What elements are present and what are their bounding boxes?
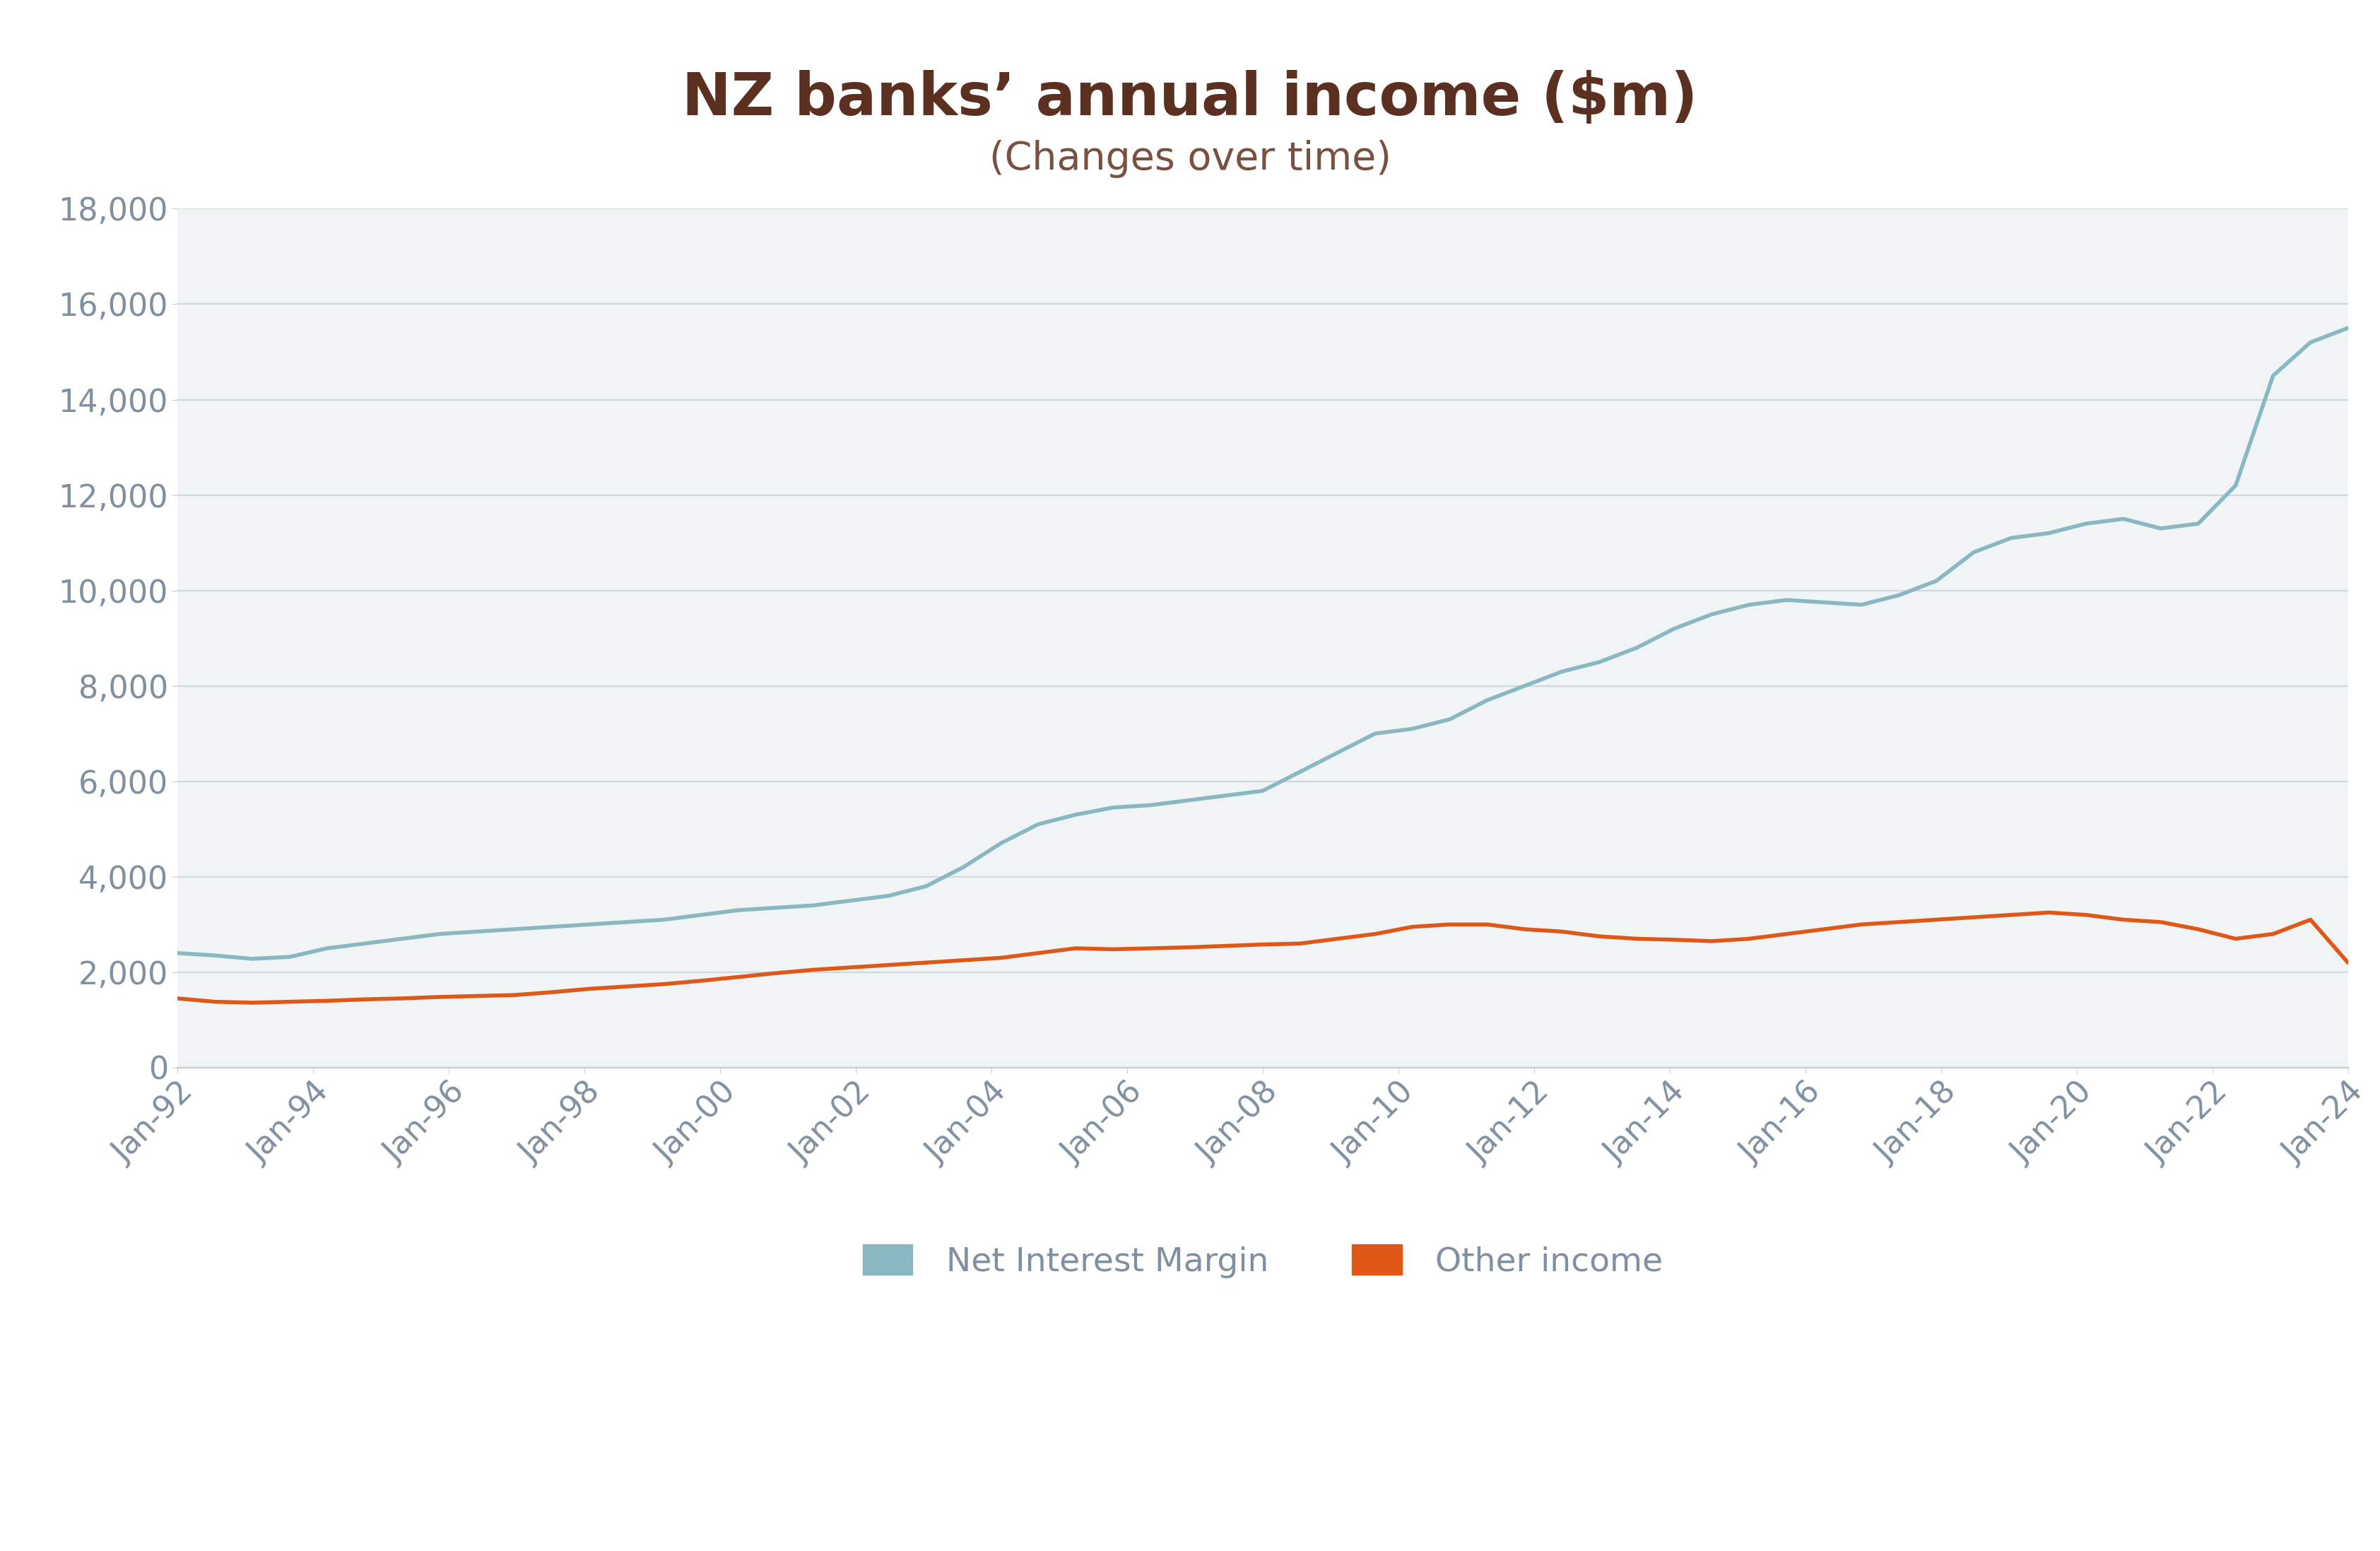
Net Interest Margin: [1773, 591, 1802, 610]
Other income: [538, 983, 566, 1002]
Other income: [164, 990, 193, 1008]
Net Interest Margin: [762, 898, 790, 917]
Net Interest Margin: [2335, 318, 2363, 337]
Other income: [238, 993, 267, 1011]
Other income: [1773, 924, 1802, 943]
Net Interest Margin: [238, 949, 267, 968]
Other income: [276, 993, 305, 1011]
Legend: Net Interest Margin, Other income: Net Interest Margin, Other income: [850, 1231, 1676, 1292]
Net Interest Margin: [538, 918, 566, 937]
Other income: [1323, 929, 1352, 948]
Other income: [2335, 954, 2363, 972]
Other income: [762, 963, 790, 982]
Other income: [2035, 903, 2063, 921]
Text: (Changes over time): (Changes over time): [990, 140, 1390, 178]
Text: NZ banks’ annual income ($m): NZ banks’ annual income ($m): [683, 70, 1697, 127]
Line: Net Interest Margin: Net Interest Margin: [178, 327, 2349, 959]
Net Interest Margin: [426, 924, 455, 943]
Other income: [426, 988, 455, 1007]
Net Interest Margin: [164, 943, 193, 962]
Line: Other income: Other income: [178, 912, 2349, 1002]
Net Interest Margin: [1323, 743, 1352, 762]
Net Interest Margin: [276, 948, 305, 966]
